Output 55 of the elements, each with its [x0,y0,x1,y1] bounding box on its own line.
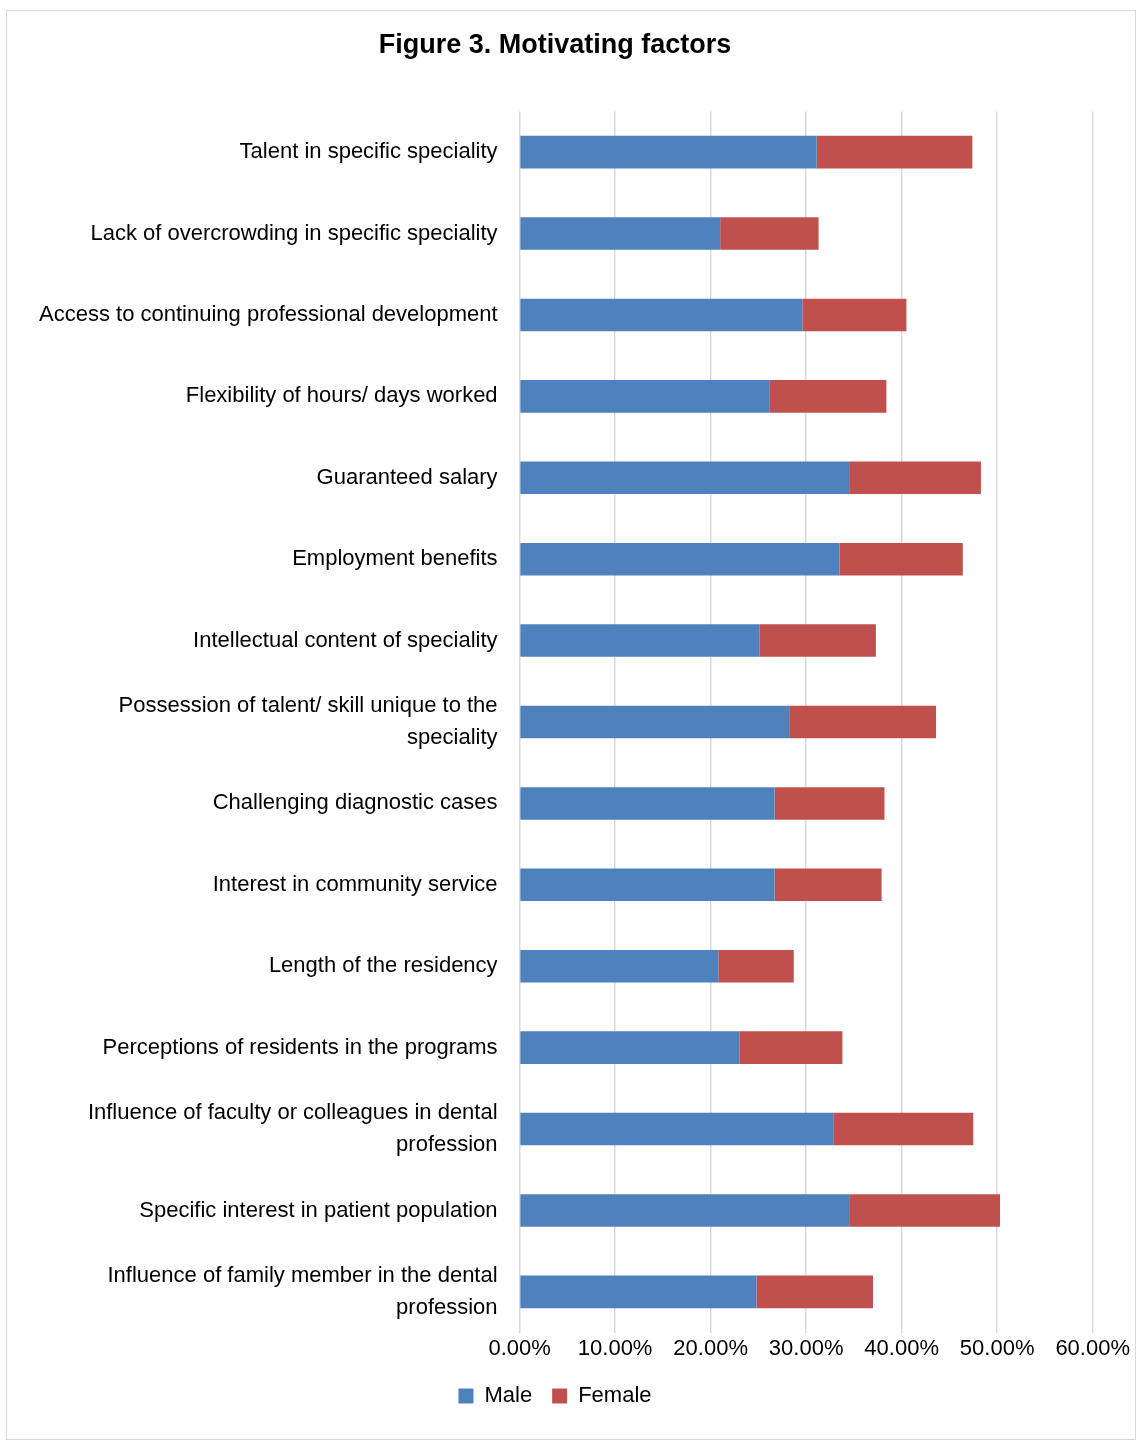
bar [520,868,775,902]
y-tick-label: Guaranteed salary [316,463,498,489]
bar [839,542,963,576]
bar [849,461,981,495]
y-tick-label: Specific interest in patient population [139,1196,498,1222]
y-tick-label: Possession of talent/ skill unique to the speciality [118,692,498,750]
x-tick-label: 0.00% [488,1334,551,1360]
bar [520,1112,834,1146]
bar [816,135,973,169]
bar [720,217,819,250]
bar [520,1031,740,1064]
x-tick-label: 40.00% [864,1334,939,1360]
bar [849,1194,1001,1227]
bar [520,380,770,413]
x-tick-label: 20.00% [673,1334,748,1360]
bar [520,624,760,657]
legend-label: Male [484,1382,533,1408]
y-tick-label: Challenging diagnostic cases [212,789,498,815]
legend-label: Female [578,1382,652,1408]
y-tick-label: Access to continuing professional development [39,301,498,326]
bar [833,1112,974,1146]
bar [520,949,719,983]
x-tick-label: 10.00% [577,1334,653,1360]
bar [520,705,790,739]
bar [739,1031,843,1064]
y-tick-label: Flexibility of hours/ days worked [185,382,498,408]
y-tick-label: Influence of family member in the dental profession [107,1262,498,1319]
y-tick-label: Employment benefits [292,545,498,571]
y-tick-label: Lack of overcrowding in specific speciality [90,219,498,245]
y-tick-label: Interest in community service [212,870,498,896]
bar [756,1275,874,1309]
bar [520,135,817,169]
bar [774,868,882,902]
bar [520,298,803,332]
bar [520,787,775,820]
bar [718,949,794,983]
x-tick-label: 30.00% [768,1334,844,1360]
y-tick-label: Perceptions of residents in the programs [102,1033,498,1059]
bar [789,705,937,739]
y-tick-label: Talent in specific speciality [239,138,498,164]
x-tick-label: 50.00% [959,1334,1035,1360]
bar [520,461,850,495]
chart-title: Figure 3. Motivating factors [378,28,732,59]
bar [520,1194,850,1227]
bar [802,298,907,332]
bar [520,217,721,250]
bar [759,624,876,657]
bar [769,380,887,413]
bar [520,1275,757,1309]
y-tick-label: Intellectual content of speciality [193,626,498,652]
bar [774,787,885,820]
y-tick-label: Length of the residency [268,952,498,978]
bar [520,542,840,576]
y-tick-label: Influence of faculty or colleagues in dental profession [87,1099,498,1157]
x-tick-label: 60.00% [1055,1334,1130,1360]
